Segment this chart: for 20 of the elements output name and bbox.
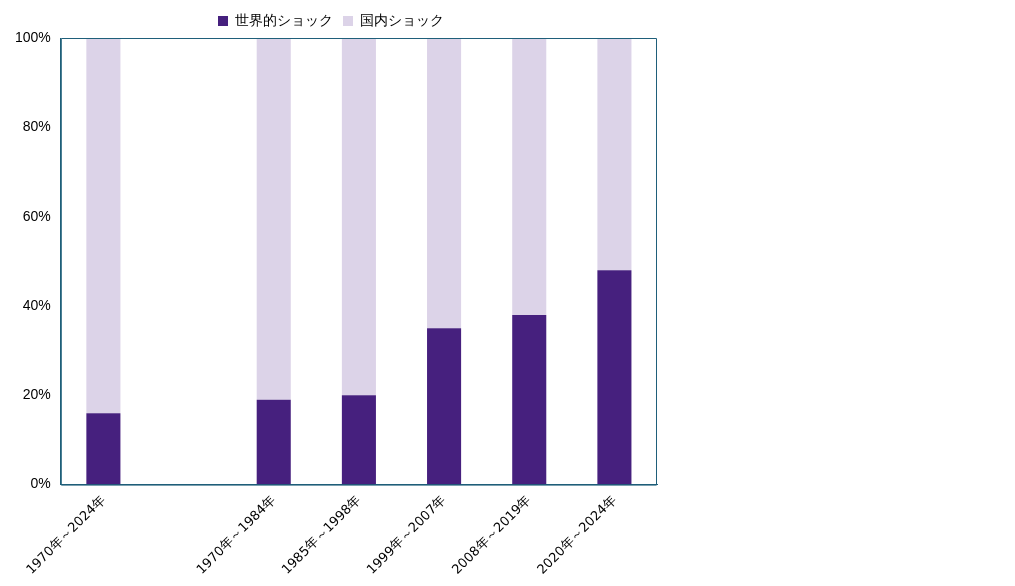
bar bbox=[86, 413, 121, 485]
bar bbox=[427, 328, 462, 485]
y-tick-label: 20% bbox=[22, 386, 51, 403]
bar bbox=[256, 399, 291, 485]
bar bbox=[512, 38, 547, 315]
y-tick-label: 0% bbox=[30, 475, 51, 492]
bar bbox=[341, 38, 376, 396]
legend-label: 世界的ショック bbox=[235, 11, 333, 28]
y-tick-label: 80% bbox=[22, 118, 51, 135]
bar bbox=[512, 314, 547, 485]
legend-label: 国内ショック bbox=[360, 11, 444, 28]
y-tick-label: 40% bbox=[22, 296, 51, 313]
bar bbox=[86, 38, 121, 414]
bar bbox=[341, 395, 376, 485]
bar bbox=[597, 38, 632, 271]
bar bbox=[256, 38, 291, 400]
y-tick-label: 60% bbox=[22, 207, 51, 224]
y-tick-label: 100% bbox=[14, 28, 51, 45]
bar bbox=[597, 270, 632, 485]
bar bbox=[427, 38, 462, 329]
